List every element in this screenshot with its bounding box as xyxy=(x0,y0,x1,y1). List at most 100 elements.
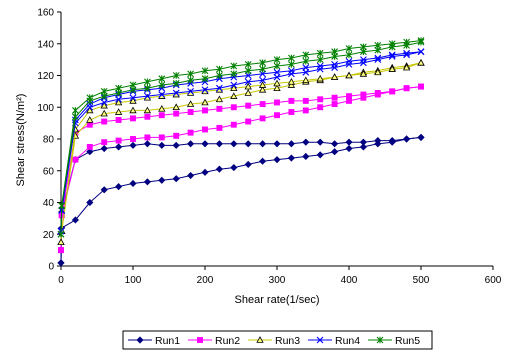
legend-label: Run2 xyxy=(215,335,240,347)
data-point xyxy=(201,98,209,106)
x-tick-label: 200 xyxy=(197,275,214,286)
data-point xyxy=(316,49,324,57)
data-point xyxy=(274,112,280,119)
y-tick-label: 0 xyxy=(48,262,54,273)
x-tick-label: 300 xyxy=(269,275,286,286)
data-point xyxy=(331,140,339,148)
data-point xyxy=(172,89,180,97)
data-point xyxy=(388,137,396,145)
data-point xyxy=(100,144,108,153)
data-point xyxy=(418,83,424,90)
data-point xyxy=(202,126,208,133)
data-point xyxy=(374,90,381,96)
data-point xyxy=(201,75,209,83)
data-point xyxy=(331,101,338,108)
data-point xyxy=(215,95,224,103)
series-line-upper xyxy=(60,136,422,263)
data-point xyxy=(216,72,223,79)
data-point xyxy=(331,148,339,156)
data-point xyxy=(86,94,94,102)
series-line-lower xyxy=(60,86,422,251)
data-point xyxy=(402,63,411,71)
series-line-upper xyxy=(60,40,422,235)
data-point xyxy=(316,151,324,159)
series-run5 xyxy=(57,37,425,238)
data-point xyxy=(288,70,295,78)
data-point xyxy=(287,78,296,85)
data-point xyxy=(346,97,352,104)
data-point xyxy=(316,65,324,73)
data-point xyxy=(86,106,94,114)
data-point xyxy=(360,56,367,64)
data-point xyxy=(158,112,165,119)
data-point xyxy=(287,154,295,162)
data-point xyxy=(244,89,252,96)
data-point xyxy=(256,336,264,343)
data-point xyxy=(359,138,367,146)
data-point xyxy=(115,143,123,151)
data-point xyxy=(360,91,367,98)
data-point xyxy=(259,115,266,122)
data-point xyxy=(216,65,223,73)
data-point xyxy=(273,140,281,148)
series-run3 xyxy=(57,58,425,245)
y-tick-label: 40 xyxy=(43,198,55,209)
data-point xyxy=(359,143,367,151)
y-axis-title: Shear stress(N/m²) xyxy=(15,94,27,187)
data-point xyxy=(129,179,137,188)
data-point xyxy=(187,129,194,136)
data-point xyxy=(388,40,396,48)
data-point xyxy=(216,124,223,131)
legend-label: Run5 xyxy=(395,335,420,347)
data-point xyxy=(144,92,151,100)
series-line-upper xyxy=(60,62,422,243)
data-point xyxy=(316,62,324,70)
data-point xyxy=(376,336,384,344)
data-point xyxy=(230,164,238,172)
data-point xyxy=(302,152,310,161)
series-run2 xyxy=(58,83,424,254)
data-point xyxy=(417,48,425,56)
y-tick-label: 160 xyxy=(37,8,54,19)
data-point xyxy=(143,140,151,148)
data-point xyxy=(288,109,295,115)
legend-label: Run4 xyxy=(335,335,360,347)
legend: Run1 Run2 Run3 Run4 Run5 xyxy=(122,330,433,350)
data-point xyxy=(403,38,410,46)
data-point xyxy=(115,183,123,191)
data-point xyxy=(244,67,252,75)
data-point xyxy=(86,148,94,156)
data-point xyxy=(101,139,108,146)
data-point xyxy=(259,140,267,148)
data-point xyxy=(345,138,353,146)
data-point xyxy=(403,85,410,92)
data-point xyxy=(245,102,252,109)
data-point xyxy=(230,104,237,111)
data-point xyxy=(403,135,411,143)
series-line-lower xyxy=(60,62,422,243)
data-point xyxy=(172,103,180,111)
data-point xyxy=(274,99,280,106)
data-point xyxy=(258,81,267,88)
data-point xyxy=(331,64,338,71)
data-point xyxy=(129,97,137,104)
data-point xyxy=(346,93,352,100)
data-point xyxy=(115,137,122,144)
data-point xyxy=(230,140,238,148)
data-point xyxy=(316,74,324,82)
data-point xyxy=(71,216,79,224)
data-point xyxy=(172,80,180,87)
data-point xyxy=(58,247,64,254)
data-point xyxy=(172,175,180,183)
data-point xyxy=(417,133,425,141)
data-point xyxy=(345,57,353,65)
data-point xyxy=(173,110,180,117)
data-point xyxy=(130,115,136,122)
data-point xyxy=(244,78,252,86)
data-point xyxy=(259,59,266,67)
data-point xyxy=(273,156,281,164)
data-point xyxy=(244,160,252,168)
y-tick-label: 60 xyxy=(43,166,55,177)
x-tick-label: 400 xyxy=(341,275,358,286)
data-point xyxy=(57,259,65,267)
